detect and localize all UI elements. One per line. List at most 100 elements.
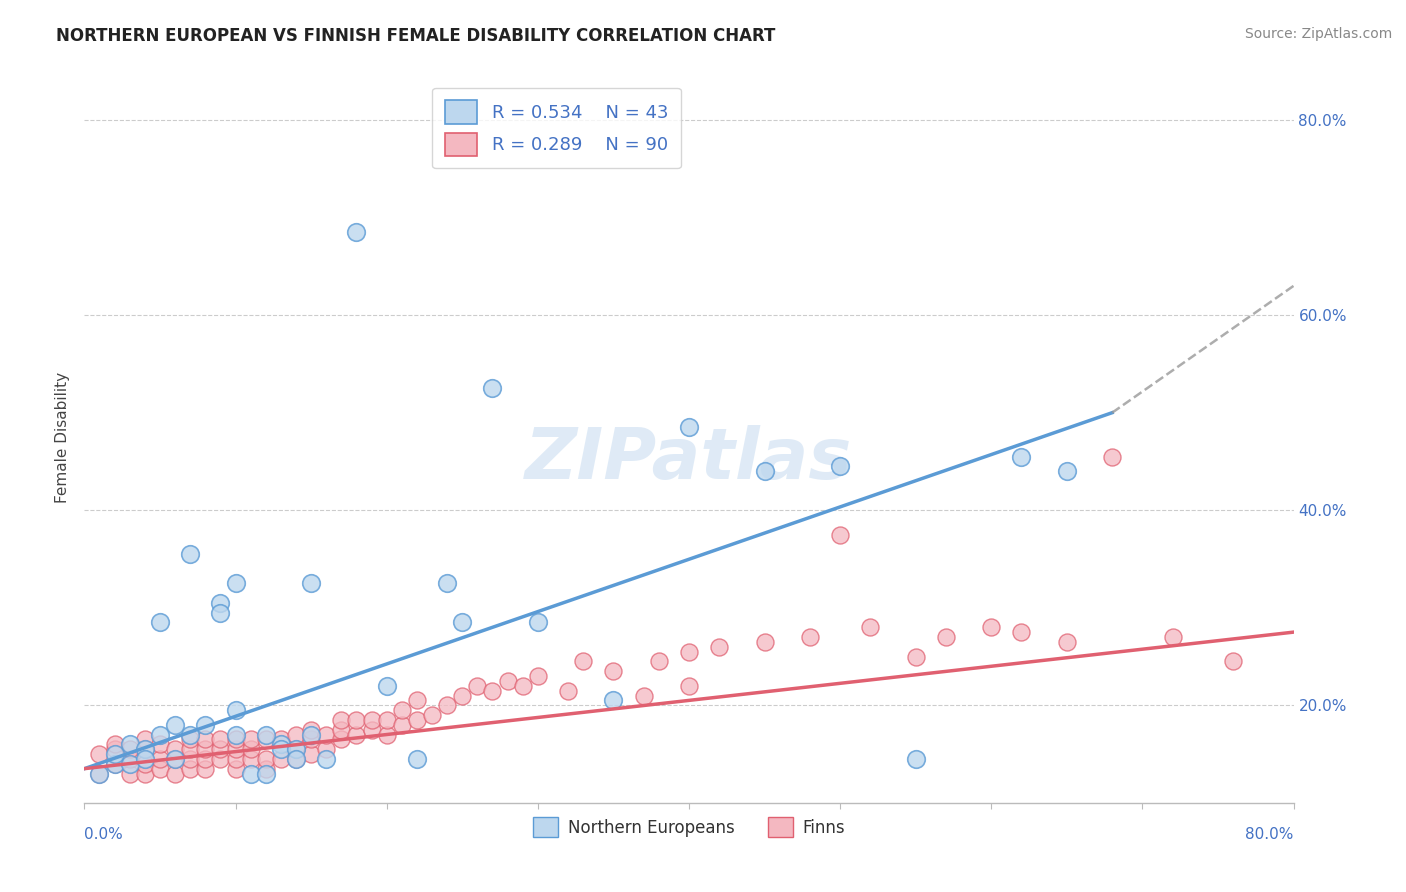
Point bbox=[830, 459, 852, 474]
Point bbox=[346, 713, 368, 727]
Point bbox=[315, 752, 337, 766]
Point bbox=[149, 752, 172, 766]
Point bbox=[406, 713, 429, 727]
Point bbox=[179, 547, 201, 561]
Point bbox=[165, 718, 187, 732]
Point bbox=[496, 673, 519, 688]
Point bbox=[165, 752, 187, 766]
Point bbox=[754, 635, 776, 649]
Point bbox=[225, 752, 247, 766]
Point bbox=[467, 679, 489, 693]
Point bbox=[436, 576, 458, 591]
Point bbox=[254, 762, 277, 776]
Point bbox=[1222, 654, 1244, 668]
Point bbox=[709, 640, 731, 654]
Point bbox=[225, 732, 247, 747]
Point bbox=[209, 596, 232, 610]
Point bbox=[1056, 635, 1078, 649]
Point bbox=[315, 727, 337, 741]
Point bbox=[134, 752, 156, 766]
Point bbox=[254, 732, 277, 747]
Point bbox=[285, 727, 308, 741]
Point bbox=[1056, 464, 1078, 478]
Point bbox=[420, 708, 443, 723]
Point bbox=[134, 742, 156, 756]
Point bbox=[179, 752, 201, 766]
Point bbox=[904, 752, 927, 766]
Point bbox=[225, 762, 247, 776]
Point bbox=[270, 742, 292, 756]
Point bbox=[754, 464, 776, 478]
Point bbox=[89, 747, 111, 761]
Point bbox=[89, 766, 111, 780]
Point bbox=[648, 654, 671, 668]
Point bbox=[104, 737, 127, 751]
Point bbox=[360, 723, 382, 737]
Point bbox=[118, 742, 141, 756]
Point bbox=[194, 742, 217, 756]
Point bbox=[179, 742, 201, 756]
Point bbox=[179, 732, 201, 747]
Point bbox=[527, 669, 550, 683]
Point bbox=[299, 576, 322, 591]
Point bbox=[225, 742, 247, 756]
Point bbox=[149, 737, 172, 751]
Point bbox=[285, 752, 308, 766]
Point bbox=[165, 752, 187, 766]
Point bbox=[179, 727, 201, 741]
Point bbox=[225, 727, 247, 741]
Point bbox=[799, 630, 821, 644]
Point bbox=[315, 742, 337, 756]
Point bbox=[149, 615, 172, 630]
Point bbox=[346, 727, 368, 741]
Point bbox=[391, 703, 413, 717]
Point bbox=[375, 679, 398, 693]
Point bbox=[602, 693, 624, 707]
Point bbox=[270, 732, 292, 747]
Point bbox=[678, 679, 700, 693]
Point bbox=[104, 747, 127, 761]
Point bbox=[209, 732, 232, 747]
Point bbox=[209, 606, 232, 620]
Point bbox=[330, 732, 353, 747]
Point bbox=[299, 732, 322, 747]
Point bbox=[481, 381, 503, 395]
Y-axis label: Female Disability: Female Disability bbox=[55, 371, 70, 503]
Point bbox=[527, 615, 550, 630]
Point bbox=[134, 756, 156, 771]
Point bbox=[194, 752, 217, 766]
Point bbox=[299, 727, 322, 741]
Point bbox=[859, 620, 882, 634]
Point bbox=[572, 654, 595, 668]
Point bbox=[165, 742, 187, 756]
Point bbox=[406, 693, 429, 707]
Point bbox=[980, 620, 1002, 634]
Point bbox=[118, 766, 141, 780]
Point bbox=[194, 762, 217, 776]
Text: Source: ZipAtlas.com: Source: ZipAtlas.com bbox=[1244, 27, 1392, 41]
Point bbox=[299, 747, 322, 761]
Point bbox=[254, 766, 277, 780]
Point bbox=[225, 703, 247, 717]
Point bbox=[451, 615, 474, 630]
Point bbox=[330, 713, 353, 727]
Point bbox=[557, 683, 579, 698]
Point bbox=[602, 664, 624, 678]
Point bbox=[209, 742, 232, 756]
Point bbox=[678, 420, 700, 434]
Point bbox=[935, 630, 957, 644]
Point bbox=[209, 752, 232, 766]
Point bbox=[330, 723, 353, 737]
Point bbox=[1011, 625, 1033, 640]
Point bbox=[1161, 630, 1184, 644]
Point bbox=[194, 718, 217, 732]
Text: 80.0%: 80.0% bbox=[1246, 827, 1294, 842]
Point bbox=[451, 689, 474, 703]
Point bbox=[270, 752, 292, 766]
Point bbox=[904, 649, 927, 664]
Point bbox=[1101, 450, 1123, 464]
Point bbox=[239, 752, 262, 766]
Point bbox=[118, 737, 141, 751]
Point bbox=[678, 645, 700, 659]
Point bbox=[194, 732, 217, 747]
